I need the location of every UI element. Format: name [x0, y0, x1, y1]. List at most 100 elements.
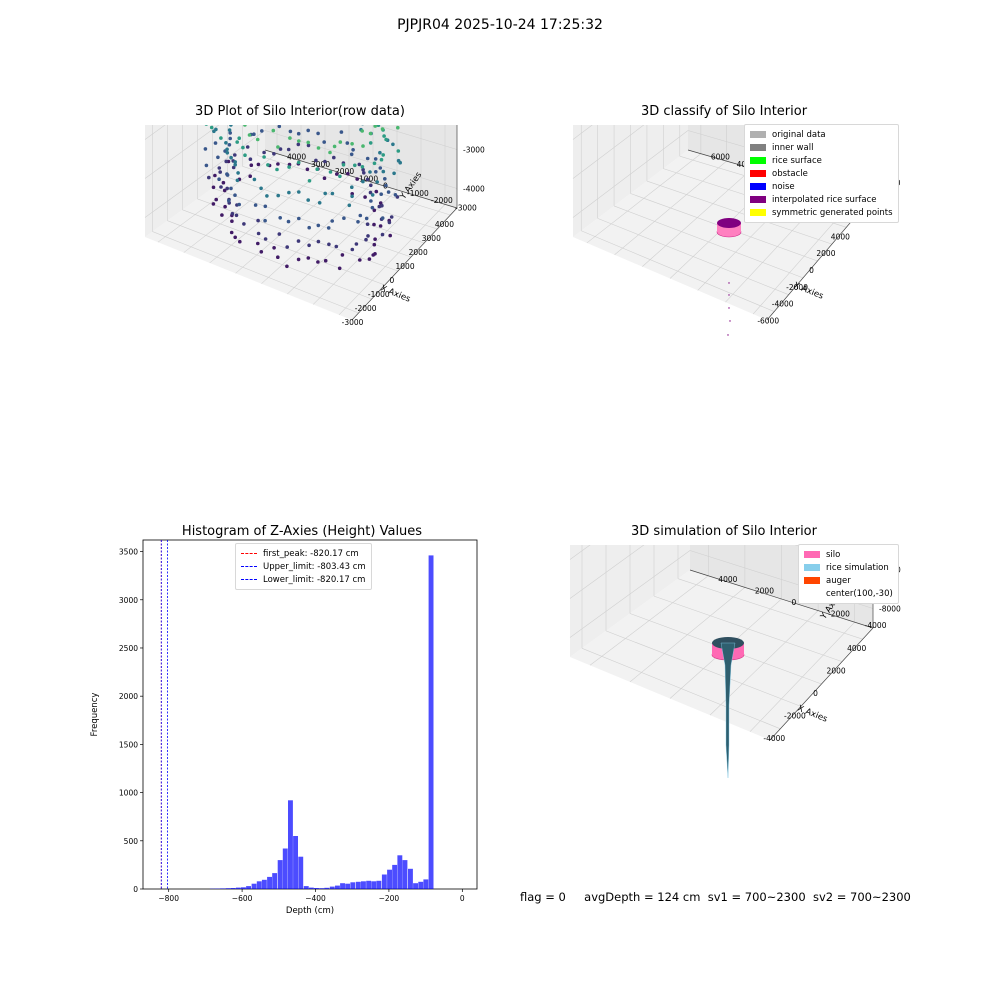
scatter-point: [252, 132, 256, 136]
scatter-point: [373, 125, 377, 128]
scatter-point: [259, 186, 263, 191]
y-axis-label: Frequency: [90, 693, 100, 737]
scatter-point: [332, 155, 336, 160]
scatter-point: [380, 127, 385, 131]
scatter-point: [389, 215, 394, 219]
y-tick-label: -2000: [828, 610, 850, 619]
scatter-point: [358, 213, 363, 218]
grid-line: [642, 168, 753, 267]
legend-swatch: [750, 170, 766, 177]
y-tick-label: 2500: [119, 644, 138, 653]
histogram-bar: [371, 881, 377, 889]
x-tick-label: −400: [305, 894, 326, 903]
scatter-point: [213, 141, 218, 145]
grid-line: [157, 153, 278, 243]
grid-line: [569, 545, 645, 599]
x-tick-label: 2000: [409, 248, 428, 257]
scatter-point: [316, 131, 320, 136]
scatter-point: [337, 266, 342, 271]
legend-entry: interpolated rice surface: [750, 193, 893, 206]
scatter-point: [227, 143, 232, 147]
scatter-point: [372, 161, 377, 166]
scatter-point: [214, 197, 218, 202]
y-tick-label: 0: [792, 598, 797, 607]
scatter-point: [358, 258, 362, 262]
x-axis-label: X Axies: [379, 284, 412, 305]
legend-swatch: [241, 553, 257, 554]
scatter-point: [334, 244, 339, 249]
histogram-bar: [329, 886, 335, 889]
y-tick-label: 2000: [755, 586, 774, 595]
scatter-point: [378, 150, 382, 155]
scatter-point: [307, 179, 312, 183]
scatter-point: [306, 198, 310, 202]
scatter-point: [218, 170, 222, 174]
scatter-point: [393, 193, 398, 197]
scatter-point: [369, 199, 373, 203]
histogram-bar: [293, 836, 298, 889]
scatter-point: [233, 193, 237, 197]
scatter-point: [237, 136, 241, 140]
legend-swatch: [241, 566, 257, 567]
scatter-point: [382, 134, 386, 138]
legend-label: rice simulation: [826, 562, 889, 573]
scatter-point: [378, 224, 383, 228]
y-tick-label: 4000: [718, 575, 737, 584]
rice-cone: [720, 642, 736, 779]
legend-swatch: [241, 579, 257, 580]
histogram-bar: [423, 879, 429, 889]
scatter-point: [256, 162, 261, 167]
histogram-bar: [314, 888, 319, 889]
y-tick-label: 500: [124, 837, 139, 846]
scatter-point: [216, 155, 220, 160]
grid-line: [242, 166, 438, 230]
scatter-point: [727, 334, 729, 336]
scatter-point: [340, 253, 345, 257]
legend-entry: noise: [750, 180, 893, 193]
scatter-point: [276, 193, 280, 198]
scatter-point: [225, 173, 230, 177]
interpolated-surface: [717, 218, 741, 228]
histogram-bar: [261, 879, 267, 889]
scatter-point: [256, 231, 261, 236]
scatter-point: [381, 169, 386, 174]
scatter-point: [248, 174, 252, 178]
scatter-point: [364, 237, 368, 242]
scatter-point: [271, 128, 276, 133]
y-tick-label: 3500: [119, 548, 138, 557]
plot2-legend: original data inner wall rice surface obsta…: [744, 124, 899, 223]
scatter-point: [388, 233, 393, 238]
scatter-point: [367, 257, 372, 261]
histogram-bar: [418, 881, 424, 889]
scatter-point: [317, 201, 322, 205]
scatter-point: [368, 131, 373, 136]
scatter-point: [355, 177, 359, 181]
scatter-point: [323, 159, 327, 164]
plot1-title: 3D Plot of Silo Interior(row data): [195, 104, 405, 119]
plot3-histogram: −800 −600 −400 −200 0 0 500 1000 1500 2000 2500 300…: [90, 539, 478, 916]
scatter-point: [323, 191, 327, 196]
legend-entry: center(100,-30): [804, 587, 893, 600]
x-tick-label: -6000: [757, 317, 779, 326]
x-tick-label: -2000: [355, 304, 377, 313]
scatter-point: [386, 190, 391, 194]
scatter-point: [225, 151, 230, 155]
z-tick-label: -3000: [463, 146, 485, 155]
scatter-point: [278, 216, 282, 220]
scatter-point: [354, 242, 359, 246]
scatter-point: [233, 235, 237, 240]
grid-line: [183, 160, 302, 253]
scatter-point: [316, 239, 321, 244]
histogram-bar: [272, 873, 278, 889]
y-tick-label: 0: [133, 885, 138, 894]
scatter-point: [262, 150, 266, 155]
x-tick-label: 0: [809, 266, 814, 275]
x-axis-line: [769, 627, 874, 741]
scatter-point: [391, 142, 395, 147]
scatter-point: [306, 143, 311, 148]
histogram-bar: [246, 886, 251, 889]
scatter-point: [372, 222, 376, 227]
scatter-point: [378, 166, 383, 170]
y-tick-label: 3000: [119, 596, 138, 605]
histogram-bar: [397, 855, 403, 889]
